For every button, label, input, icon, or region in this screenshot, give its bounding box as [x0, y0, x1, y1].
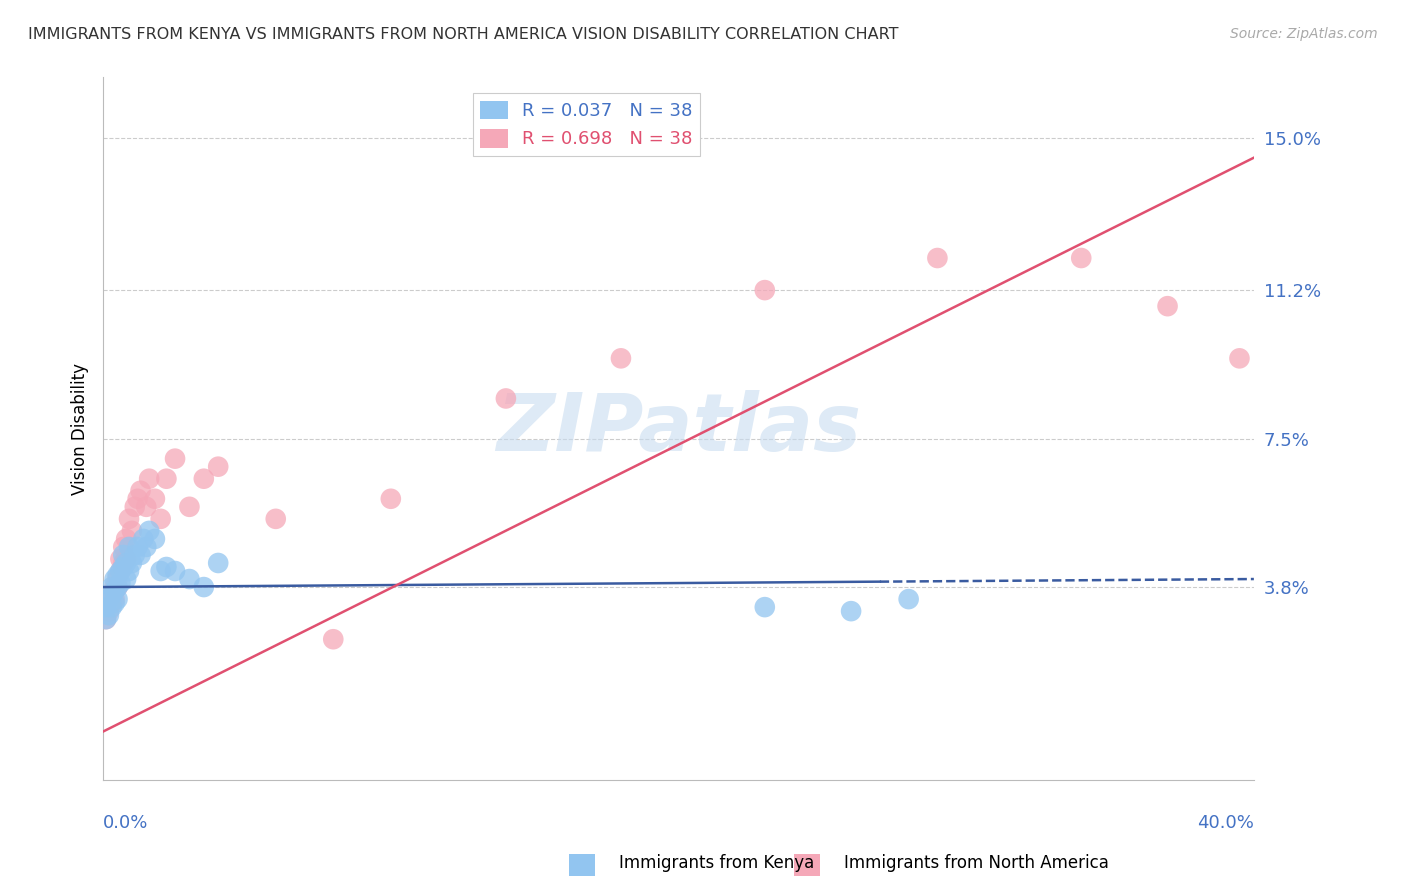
- Point: [165, 451, 187, 466]
- Point: [495, 392, 517, 406]
- Point: [207, 556, 229, 570]
- Point: [143, 532, 166, 546]
- Text: IMMIGRANTS FROM KENYA VS IMMIGRANTS FROM NORTH AMERICA VISION DISABILITY CORRELA: IMMIGRANTS FROM KENYA VS IMMIGRANTS FROM…: [28, 27, 898, 42]
- Point: [110, 564, 132, 578]
- Point: [754, 600, 776, 615]
- Point: [112, 560, 135, 574]
- Point: [897, 592, 920, 607]
- Point: [110, 552, 132, 566]
- Point: [118, 540, 141, 554]
- Point: [115, 556, 138, 570]
- Point: [124, 500, 146, 514]
- Point: [97, 604, 120, 618]
- Point: [100, 588, 122, 602]
- Point: [110, 576, 132, 591]
- Point: [1229, 351, 1251, 366]
- Point: [129, 548, 152, 562]
- Point: [112, 548, 135, 562]
- Point: [107, 592, 129, 607]
- Point: [135, 540, 157, 554]
- Point: [104, 584, 127, 599]
- Point: [121, 556, 143, 570]
- Point: [100, 588, 122, 602]
- Point: [1070, 251, 1092, 265]
- Point: [112, 556, 135, 570]
- Point: [149, 564, 172, 578]
- Point: [207, 459, 229, 474]
- Point: [165, 564, 187, 578]
- Point: [135, 500, 157, 514]
- Point: [94, 612, 117, 626]
- Legend: R = 0.037   N = 38, R = 0.698   N = 38: R = 0.037 N = 38, R = 0.698 N = 38: [474, 94, 700, 156]
- Point: [97, 592, 120, 607]
- Text: 0.0%: 0.0%: [103, 814, 149, 832]
- Point: [127, 491, 149, 506]
- Point: [927, 251, 949, 265]
- Point: [104, 572, 127, 586]
- Point: [1156, 299, 1178, 313]
- Point: [118, 564, 141, 578]
- Point: [112, 540, 135, 554]
- Point: [110, 564, 132, 578]
- Point: [115, 552, 138, 566]
- Point: [149, 512, 172, 526]
- Text: ZIPatlas: ZIPatlas: [496, 390, 860, 467]
- Point: [179, 500, 201, 514]
- Point: [107, 580, 129, 594]
- Point: [118, 512, 141, 526]
- Point: [107, 572, 129, 586]
- Point: [100, 596, 122, 610]
- Point: [94, 600, 117, 615]
- Point: [104, 580, 127, 594]
- Point: [380, 491, 402, 506]
- Point: [104, 592, 127, 607]
- Point: [143, 491, 166, 506]
- Text: Immigrants from North America: Immigrants from North America: [844, 855, 1108, 872]
- Point: [155, 472, 177, 486]
- Point: [107, 580, 129, 594]
- Point: [115, 532, 138, 546]
- Point: [138, 524, 160, 538]
- Point: [193, 580, 215, 594]
- Point: [839, 604, 862, 618]
- Point: [107, 568, 129, 582]
- Point: [115, 572, 138, 586]
- Point: [94, 612, 117, 626]
- Point: [179, 572, 201, 586]
- Point: [129, 483, 152, 498]
- Point: [754, 283, 776, 297]
- Point: [100, 600, 122, 615]
- Point: [138, 472, 160, 486]
- Point: [610, 351, 633, 366]
- Point: [127, 540, 149, 554]
- Point: [155, 560, 177, 574]
- Point: [124, 548, 146, 562]
- Point: [121, 524, 143, 538]
- Point: [132, 532, 155, 546]
- Point: [100, 580, 122, 594]
- Point: [264, 512, 287, 526]
- Text: Immigrants from Kenya: Immigrants from Kenya: [619, 855, 814, 872]
- Text: Source: ZipAtlas.com: Source: ZipAtlas.com: [1230, 27, 1378, 41]
- Point: [104, 596, 127, 610]
- Y-axis label: Vision Disability: Vision Disability: [72, 362, 89, 494]
- Point: [322, 632, 344, 647]
- Point: [193, 472, 215, 486]
- Point: [97, 608, 120, 623]
- Text: 40.0%: 40.0%: [1197, 814, 1254, 832]
